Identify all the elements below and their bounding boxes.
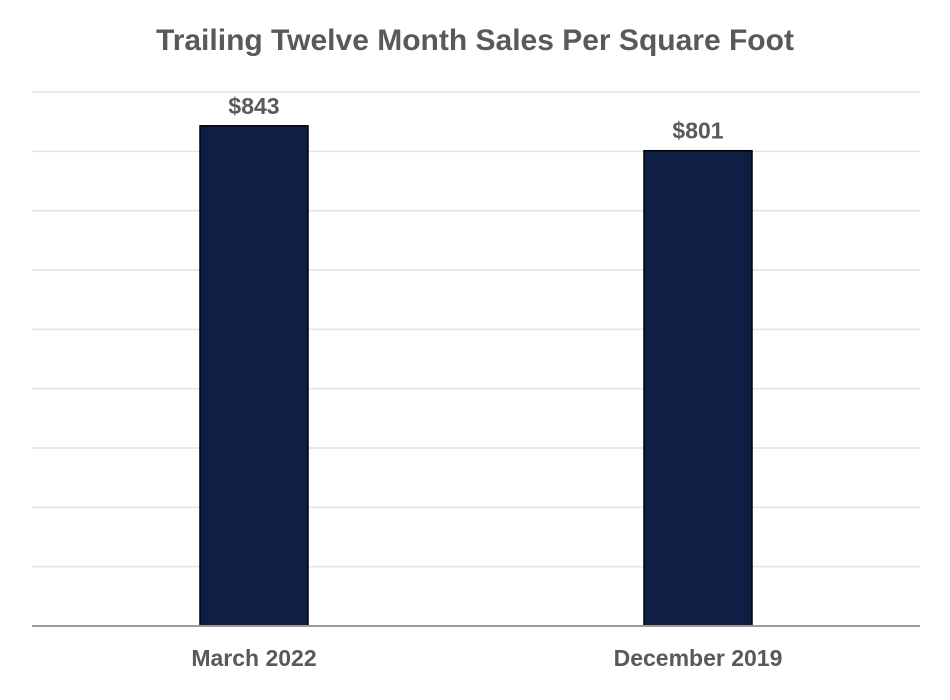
chart-title: Trailing Twelve Month Sales Per Square F… xyxy=(156,24,794,57)
gridlines xyxy=(32,91,920,568)
x-tick-label: March 2022 xyxy=(191,645,316,671)
data-label: $843 xyxy=(228,93,279,119)
data-label: $801 xyxy=(672,118,723,144)
bars xyxy=(199,125,753,627)
bar-march-2022 xyxy=(199,125,309,627)
x-tick-labels: March 2022 December 2019 xyxy=(191,645,782,671)
x-tick-label: December 2019 xyxy=(614,645,783,671)
data-labels: $843 $801 xyxy=(228,93,723,144)
bar-december-2019 xyxy=(643,149,753,627)
